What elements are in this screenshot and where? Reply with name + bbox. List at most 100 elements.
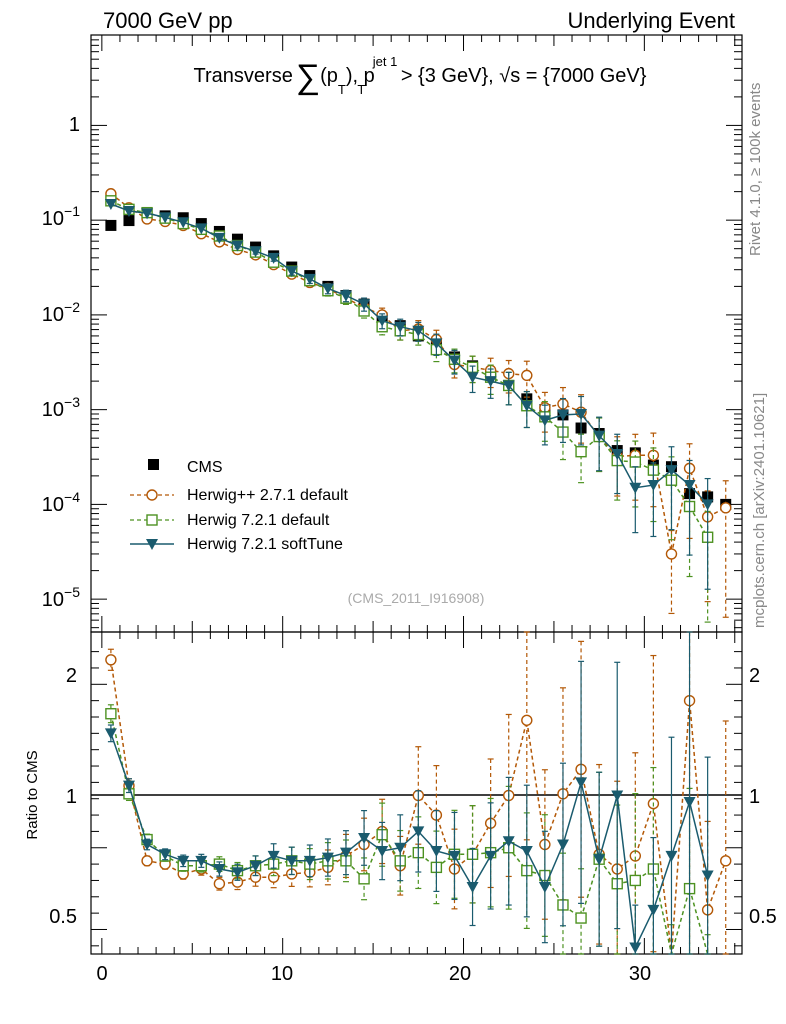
ratio-point xyxy=(647,904,660,916)
ratio-point xyxy=(141,855,153,867)
main-point xyxy=(123,215,135,227)
title-sqrt-s: √s xyxy=(499,65,520,87)
ratio-axis-ticks xyxy=(91,632,742,954)
ytick-label-1e-1: 10−1 xyxy=(42,203,80,230)
ratio-point xyxy=(502,836,515,848)
ratio-point xyxy=(629,874,642,887)
main-point xyxy=(177,217,190,229)
ratio-point xyxy=(575,777,588,789)
ratio-point xyxy=(267,871,280,883)
ratio-ytick-2-right: 2 xyxy=(749,665,760,687)
ytick-label-1e-4: 10−4 xyxy=(42,489,80,516)
main-point xyxy=(195,223,208,235)
ratio-point xyxy=(466,881,479,893)
ratio-point xyxy=(141,839,154,851)
main-point xyxy=(394,321,407,333)
ratio-point xyxy=(104,728,117,740)
main-point xyxy=(502,380,515,392)
ratio-point xyxy=(484,850,497,862)
ratio-plot-frame xyxy=(90,631,743,955)
main-point xyxy=(339,290,352,302)
ratio-point xyxy=(285,855,298,867)
main-line-3 xyxy=(110,203,709,505)
main-point xyxy=(611,449,624,461)
ratio-point xyxy=(358,873,370,885)
ytick-label-1: 1 xyxy=(69,114,80,136)
legend-marker-herwigpp xyxy=(146,489,158,501)
legend: CMS Herwig++ 2.7.1 default Herwig 7.2.1 … xyxy=(130,459,349,553)
legend-label-softtune: Herwig 7.2.1 softTune xyxy=(187,536,343,553)
legend-marker-cms xyxy=(148,459,159,470)
title-pt-subscript: T xyxy=(338,82,346,97)
ratio-point xyxy=(593,854,606,866)
ratio-point xyxy=(720,855,732,867)
main-point xyxy=(720,502,732,514)
main-point xyxy=(267,252,280,264)
ratio-point xyxy=(665,850,678,862)
ratio-point xyxy=(556,839,569,851)
legend-label-herwigpp: Herwig++ 2.7.1 default xyxy=(187,487,349,504)
ratio-ytick-0.5-left: 0.5 xyxy=(49,906,77,928)
legend-label-cms: CMS xyxy=(187,459,223,476)
side-label-rivet: Rivet 4.1.0, ≥ 100k events xyxy=(747,83,764,256)
analysis-tag: (CMS_2011_I916908) xyxy=(348,590,485,606)
ratio-point xyxy=(448,850,461,862)
ratio-point xyxy=(701,870,714,882)
ratio-point xyxy=(611,790,624,802)
ytick-label-1e-4-exp: −4 xyxy=(64,489,80,505)
ratio-point xyxy=(249,860,262,872)
main-point xyxy=(701,499,714,511)
ratio-point xyxy=(339,847,352,859)
title-part-pre: Transverse xyxy=(194,65,293,87)
ratio-ytick-1-right: 1 xyxy=(749,786,760,808)
ratio-point xyxy=(394,842,407,854)
main-point xyxy=(412,325,425,337)
ratio-point xyxy=(105,654,117,666)
ratio-point xyxy=(521,714,533,726)
main-point xyxy=(430,338,443,350)
ratio-point xyxy=(430,846,443,858)
main-point xyxy=(556,409,569,421)
main-point xyxy=(466,372,479,384)
xtick-label-10: 10 xyxy=(271,963,293,985)
ratio-ylabel: Ratio to CMS xyxy=(24,750,41,839)
main-point xyxy=(521,369,533,382)
main-point xyxy=(448,355,461,367)
ratio-point xyxy=(321,852,334,864)
ratio-point xyxy=(303,855,316,867)
legend-marker-softtune xyxy=(146,539,158,550)
main-point xyxy=(159,212,172,224)
ratio-point xyxy=(376,846,389,858)
ytick-label-1e-4-base: 10 xyxy=(42,494,64,516)
ratio-point xyxy=(213,878,226,890)
title-sum-symbol: ∑ xyxy=(296,58,320,96)
title-part-cut: > {3 GeV}, xyxy=(395,65,499,87)
ratio-series-2 xyxy=(104,631,714,955)
main-point xyxy=(285,266,298,278)
ratio-point xyxy=(177,855,190,867)
ratio-point xyxy=(105,708,117,720)
title-jet-superscript: jet 1 xyxy=(372,54,398,69)
main-point xyxy=(105,219,117,231)
main-point xyxy=(231,240,244,252)
ratio-plot-series xyxy=(104,631,732,955)
xtick-label-30: 30 xyxy=(629,963,651,985)
main-point xyxy=(538,415,551,427)
side-label-mcplots: mcplots.cern.ch [arXiv:2401.10621] xyxy=(751,393,768,628)
title-part-after-pt: ), p xyxy=(346,65,375,87)
ytick-label-1e-5: 10−5 xyxy=(42,584,80,611)
ratio-point xyxy=(267,850,280,862)
title-part-pt: (p xyxy=(320,65,338,87)
main-point xyxy=(104,199,117,211)
ratio-ytick-1-left: 1 xyxy=(66,786,77,808)
title-jet-subscript: T xyxy=(357,82,365,97)
main-point xyxy=(213,232,226,244)
xtick-label-20: 20 xyxy=(449,963,471,985)
ytick-label-1e-1-base: 10 xyxy=(42,208,64,230)
main-point xyxy=(141,208,154,220)
main-point xyxy=(665,465,678,477)
main-point xyxy=(358,299,371,311)
main-point xyxy=(303,273,316,285)
main-point xyxy=(484,376,497,388)
